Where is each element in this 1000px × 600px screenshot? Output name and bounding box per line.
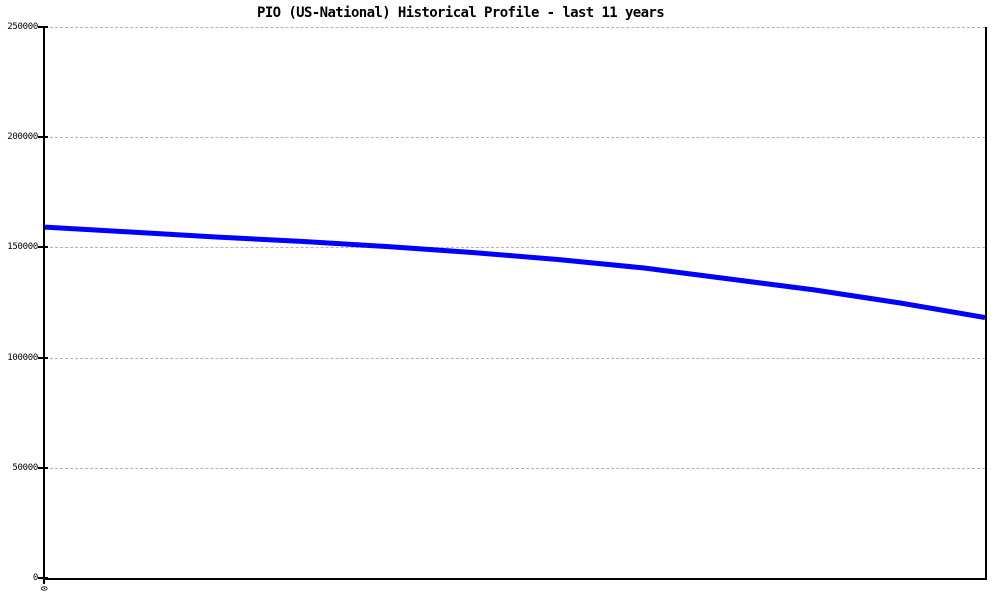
plot-area xyxy=(43,27,987,580)
series-svg xyxy=(45,224,985,320)
gridline-50000 xyxy=(45,468,985,469)
gridline-100000 xyxy=(45,358,985,359)
y-axis-label-250000: 250000 xyxy=(7,22,38,32)
y-axis-label-150000: 150000 xyxy=(7,242,38,252)
chart-title: PIO (US-National) Historical Profile - l… xyxy=(257,5,665,21)
y-tick-50000 xyxy=(38,467,48,469)
y-tick-250000 xyxy=(38,26,48,28)
y-tick-150000 xyxy=(38,246,48,248)
gridline-200000 xyxy=(45,137,985,138)
gridline-250000 xyxy=(45,27,985,28)
x-axis-tick-label: 0 xyxy=(38,585,49,592)
pio-series-line xyxy=(45,224,985,320)
y-axis-label-50000: 50000 xyxy=(12,463,38,473)
y-axis-label-100000: 100000 xyxy=(7,353,38,363)
y-axis-label-200000: 200000 xyxy=(7,132,38,142)
x-tick-0 xyxy=(43,578,45,584)
gridline-150000 xyxy=(45,247,985,248)
y-axis-label-0: 0 xyxy=(32,573,38,583)
y-tick-100000 xyxy=(38,357,48,359)
y-tick-200000 xyxy=(38,136,48,138)
